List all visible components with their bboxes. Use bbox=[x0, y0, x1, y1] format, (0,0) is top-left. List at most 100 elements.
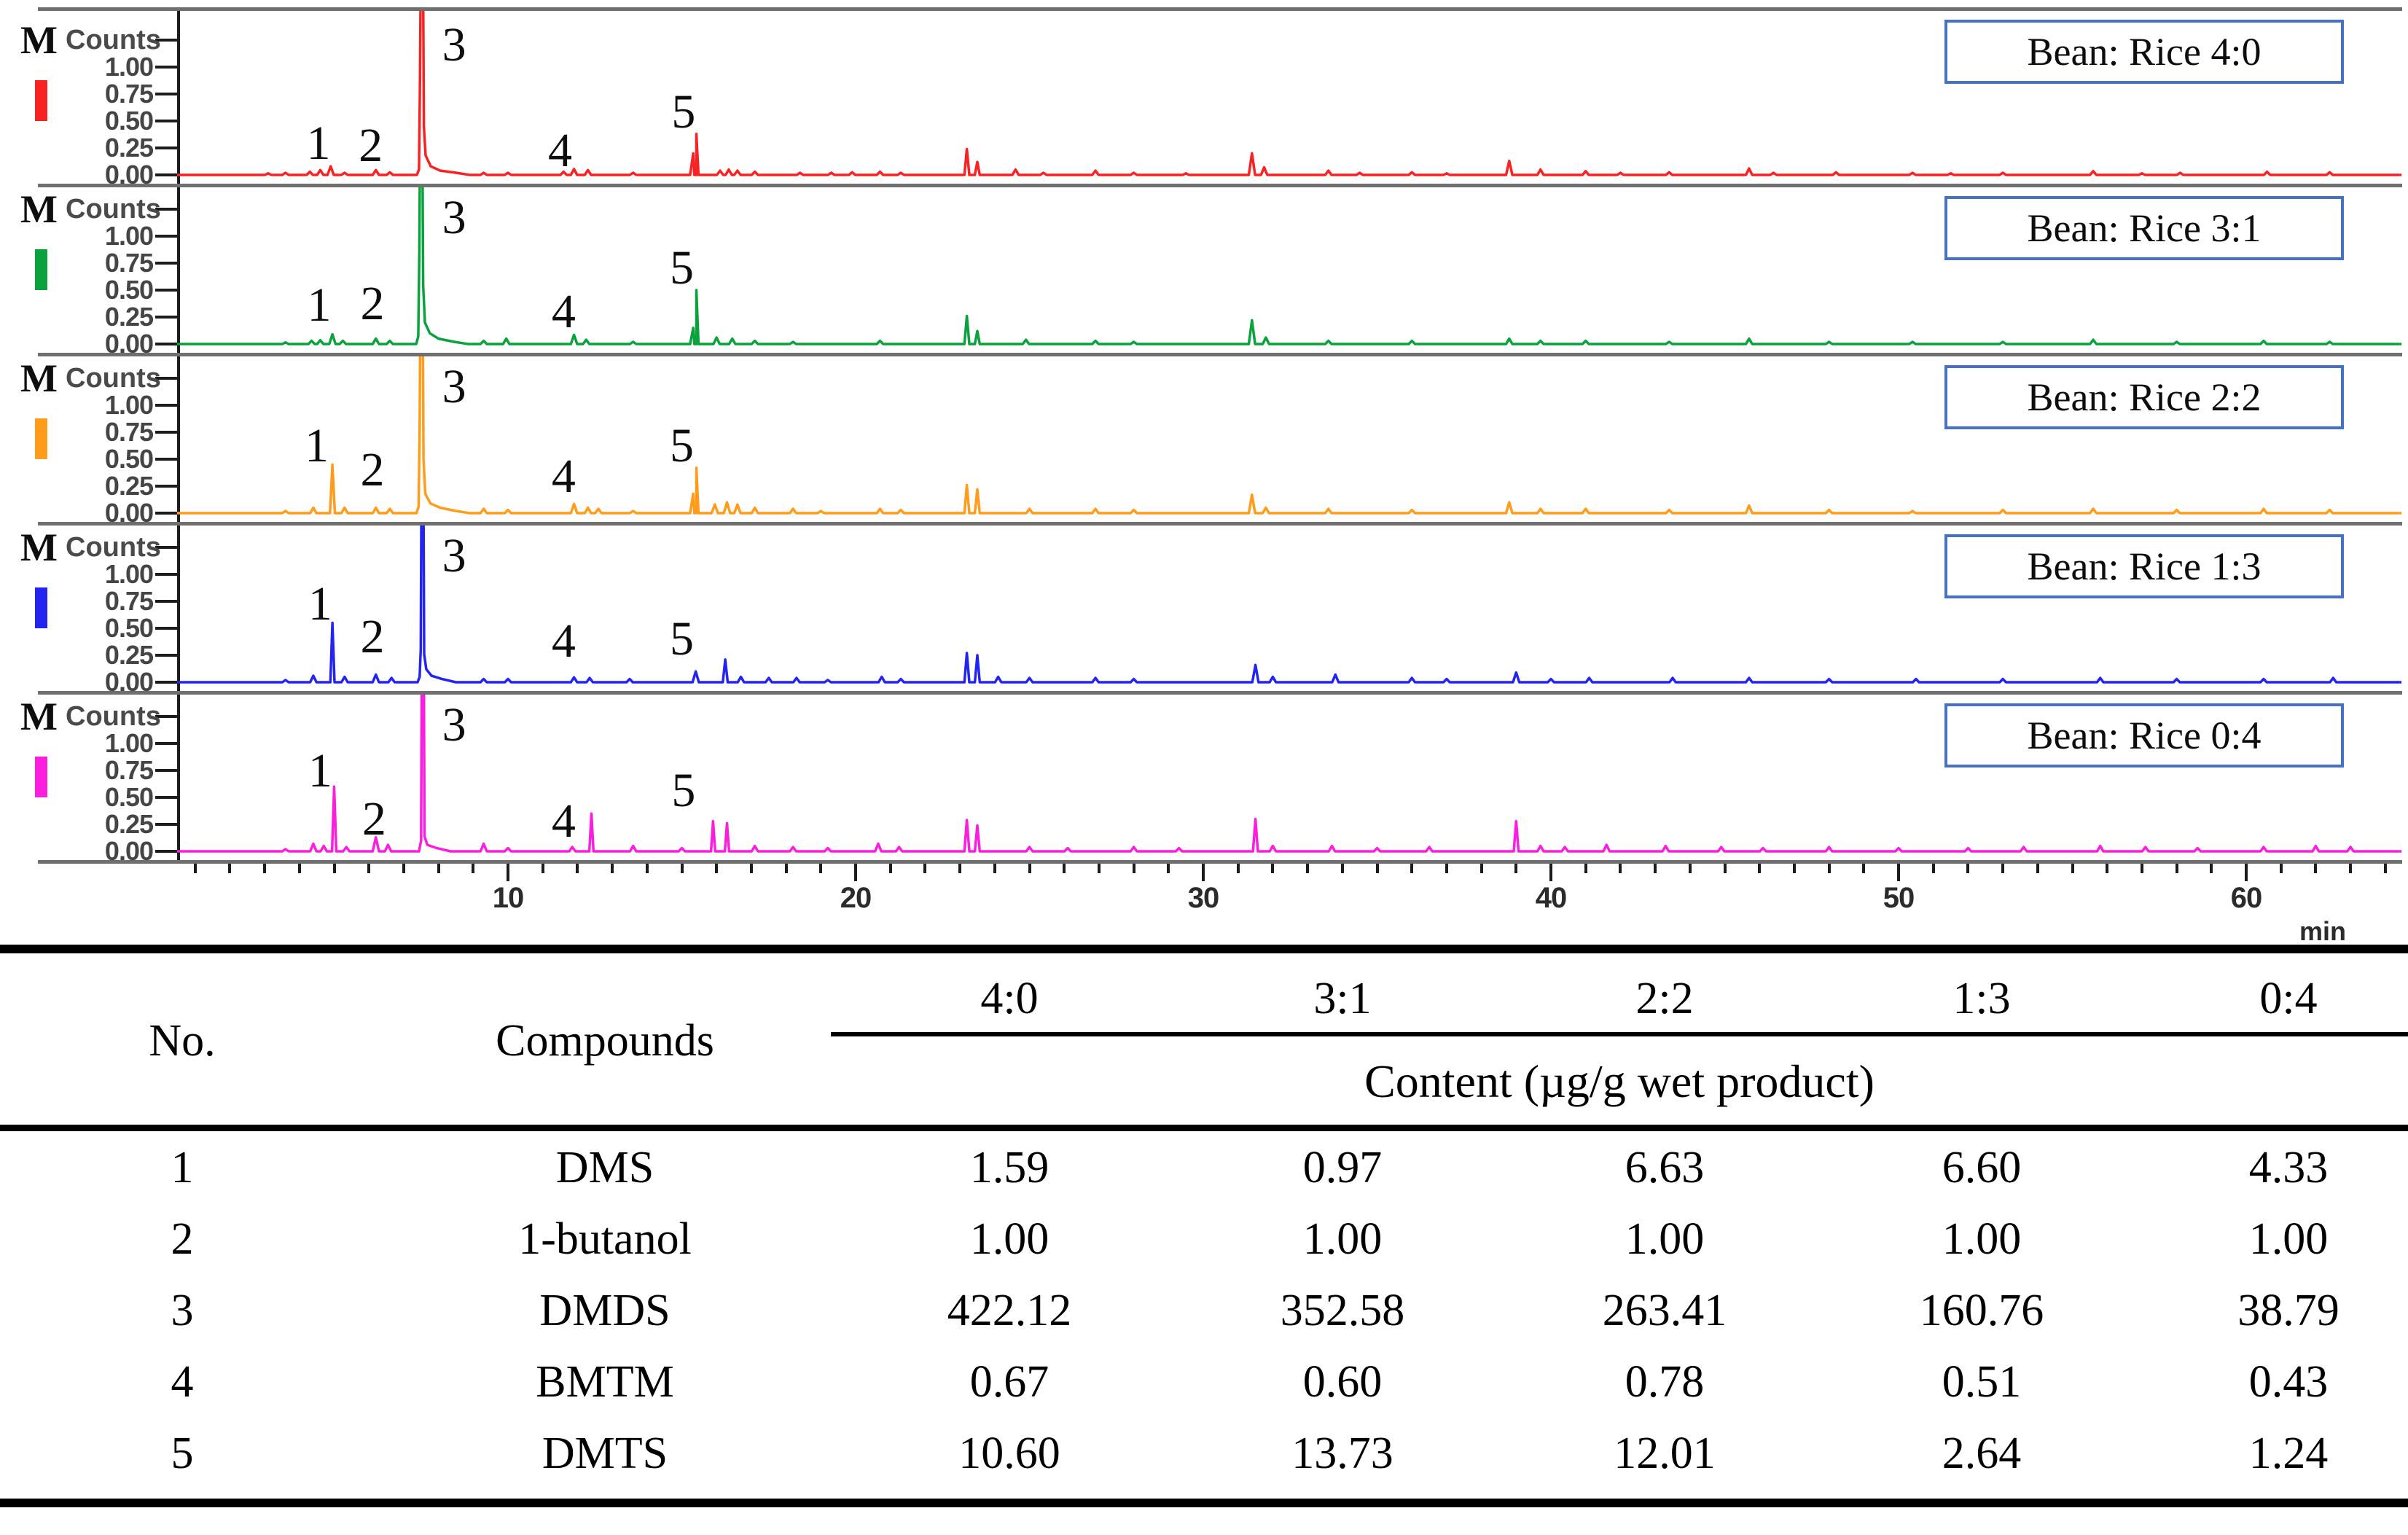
y-axis-unit-prefix: M bbox=[20, 187, 58, 231]
x-axis-minor-tick bbox=[2279, 864, 2283, 873]
peak-number-label: 1 bbox=[307, 278, 332, 332]
y-axis-unit-label: Counts bbox=[66, 25, 161, 55]
sample-label-box: Bean: Rice 3:1 bbox=[1944, 196, 2344, 260]
x-axis-minor-tick bbox=[1028, 864, 1031, 873]
y-axis-tick bbox=[155, 262, 180, 265]
chromatogram-panel: 1.00 0.75 0.50 0.25 0.00 M Counts 1 2 3 4 5 Bean: Ri… bbox=[0, 187, 2408, 359]
y-axis-unit-label: Counts bbox=[66, 363, 161, 394]
table-cell-value: 38.79 bbox=[2237, 1286, 2339, 1335]
y-axis-tick bbox=[155, 173, 180, 176]
table-header-no: No. bbox=[149, 1016, 216, 1066]
y-axis-tick-label: 1.00 bbox=[104, 390, 154, 420]
x-axis-minor-tick bbox=[1167, 864, 1170, 873]
chromatogram-panel: 1.00 0.75 0.50 0.25 0.00 M Counts 1 2 3 4 5 Bean: Ri… bbox=[0, 11, 2408, 190]
series-color-swatch bbox=[35, 80, 47, 121]
y-axis-tick-label: 0.75 bbox=[104, 755, 154, 785]
x-axis-minor-tick bbox=[472, 864, 475, 873]
panel-separator-line bbox=[38, 184, 2402, 187]
x-axis-minor-tick bbox=[576, 864, 579, 873]
peak-number-label: 4 bbox=[548, 124, 573, 178]
x-axis-minor-tick bbox=[2175, 864, 2178, 873]
x-axis-minor-tick bbox=[1654, 864, 1657, 873]
x-axis-minor-tick bbox=[923, 864, 927, 873]
peak-number-label: 2 bbox=[360, 442, 385, 496]
x-axis-minor-tick bbox=[1063, 864, 1066, 873]
x-axis-major-tick bbox=[1202, 864, 1205, 881]
y-axis-tick-label: 0.50 bbox=[104, 106, 154, 136]
x-axis-minor-tick bbox=[1758, 864, 1762, 873]
y-axis-tick bbox=[155, 627, 180, 630]
table-rule-top bbox=[0, 945, 2408, 953]
sample-label-box: Bean: Rice 4:0 bbox=[1944, 20, 2344, 84]
x-axis-minor-tick bbox=[1792, 864, 1796, 873]
y-axis-line bbox=[177, 187, 180, 353]
x-axis-tick-label: 50 bbox=[1883, 882, 1915, 914]
y-axis-tick bbox=[155, 343, 180, 345]
x-axis-minor-tick bbox=[1306, 864, 1310, 873]
x-axis-minor-tick bbox=[1132, 864, 1135, 873]
y-axis-tick bbox=[155, 431, 180, 434]
table-cell-value: 0.43 bbox=[2248, 1357, 2329, 1407]
table-header-ratio: 0:4 bbox=[2259, 974, 2318, 1023]
y-axis-tick bbox=[155, 512, 180, 515]
x-axis-minor-tick bbox=[958, 864, 962, 873]
x-axis-minor-tick bbox=[749, 864, 753, 873]
chromatogram-panel: 1.00 0.75 0.50 0.25 0.00 M Counts 1 2 3 4 5 Bean: Ri… bbox=[0, 356, 2408, 528]
y-axis-tick-label: 0.75 bbox=[104, 79, 154, 109]
y-axis-tick-label: 0.50 bbox=[104, 613, 154, 643]
x-axis-minor-tick bbox=[1340, 864, 1344, 873]
x-axis-minor-tick bbox=[1514, 864, 1518, 873]
y-axis-tick bbox=[155, 485, 180, 488]
table-cell-value: 10.60 bbox=[958, 1429, 1060, 1478]
x-axis-minor-tick bbox=[1375, 864, 1379, 873]
y-axis-tick-label: 0.25 bbox=[104, 302, 154, 332]
chromatogram-panel: 1.00 0.75 0.50 0.25 0.00 M Counts 1 2 3 4 5 Bean: Ri… bbox=[0, 695, 2408, 866]
peak-number-label: 4 bbox=[551, 614, 576, 668]
peak-number-label: 5 bbox=[670, 241, 694, 295]
x-axis-minor-tick bbox=[1271, 864, 1275, 873]
y-axis-tick-label: 0.00 bbox=[104, 667, 154, 697]
y-axis-unit-prefix: M bbox=[20, 356, 58, 400]
x-axis-minor-tick bbox=[2349, 864, 2353, 873]
y-axis-tick bbox=[155, 823, 180, 826]
table-cell-value: 1.24 bbox=[2248, 1429, 2329, 1478]
table-cell-compound: DMTS bbox=[542, 1429, 668, 1478]
y-axis-tick bbox=[155, 120, 180, 122]
panel-separator-line bbox=[38, 691, 2402, 695]
y-axis-tick bbox=[155, 316, 180, 319]
table-cell-value: 0.97 bbox=[1302, 1143, 1383, 1192]
x-axis-minor-tick bbox=[1479, 864, 1483, 873]
table-cell-compound: 1-butanol bbox=[518, 1214, 692, 1264]
y-axis-unit-prefix: M bbox=[20, 695, 58, 738]
table-header-ratio: 2:2 bbox=[1635, 974, 1694, 1023]
y-axis-tick-label: 0.75 bbox=[104, 586, 154, 616]
y-axis-tick bbox=[155, 235, 180, 238]
x-axis-major-tick bbox=[854, 864, 857, 881]
table-cell-value: 6.63 bbox=[1625, 1143, 1705, 1192]
chromatogram-trace bbox=[177, 187, 2401, 345]
y-axis-unit-label: Counts bbox=[66, 532, 161, 563]
peak-number-label: 5 bbox=[671, 764, 696, 818]
x-axis-minor-tick bbox=[1619, 864, 1622, 873]
x-axis-minor-tick bbox=[1931, 864, 1935, 873]
x-axis-tick-label: 60 bbox=[2230, 882, 2262, 914]
y-axis-tick-label: 0.50 bbox=[104, 782, 154, 812]
y-axis-tick-label: 1.00 bbox=[104, 559, 154, 589]
panel-separator-line bbox=[38, 860, 2402, 864]
table-cell-value: 0.67 bbox=[969, 1357, 1049, 1407]
table-cell-compound: BMTM bbox=[536, 1357, 674, 1407]
y-axis-unit-label: Counts bbox=[66, 701, 161, 732]
table-cell-value: 6.60 bbox=[1942, 1143, 2022, 1192]
table-cell-no: 4 bbox=[171, 1357, 194, 1407]
x-axis-minor-tick bbox=[2383, 864, 2387, 873]
x-axis-minor-tick bbox=[888, 864, 892, 873]
peak-number-label: 4 bbox=[551, 284, 576, 338]
table-cell-value: 1.00 bbox=[1942, 1214, 2022, 1264]
y-axis-tick bbox=[155, 208, 180, 211]
y-axis-tick-label: 0.25 bbox=[104, 640, 154, 670]
y-axis-tick bbox=[155, 147, 180, 149]
x-axis-minor-tick bbox=[541, 864, 544, 873]
x-axis-minor-tick bbox=[2001, 864, 2005, 873]
x-axis-tick-label: 40 bbox=[1535, 882, 1567, 914]
chromatogram-trace bbox=[177, 526, 2401, 684]
